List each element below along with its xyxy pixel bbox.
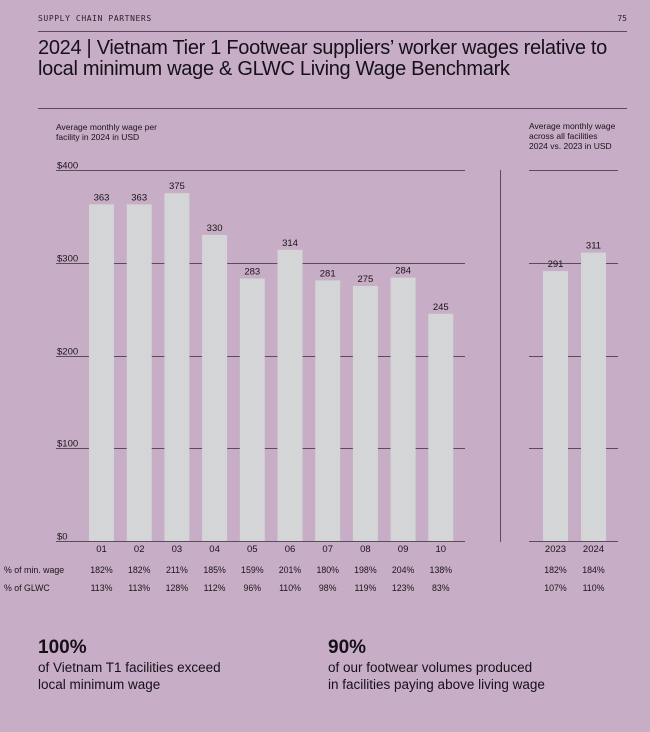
data-label: 291 <box>548 259 564 270</box>
bar <box>277 249 303 541</box>
x-tick-label: 10 <box>436 544 447 555</box>
y-tick-label: $0 <box>57 532 68 543</box>
bar <box>239 278 265 541</box>
data-label: 283 <box>244 267 260 278</box>
bar <box>89 204 114 541</box>
pct-glwc-value: 96% <box>243 583 261 593</box>
data-label: 363 <box>94 192 110 203</box>
title-rule <box>38 108 627 109</box>
section-label: SUPPLY CHAIN PARTNERS <box>38 14 152 23</box>
stat-text: local minimum wage <box>38 677 161 692</box>
data-label: 375 <box>169 181 185 192</box>
right-chart: 291 2023 182% 107% 311 2024 184% 110% <box>529 170 618 593</box>
x-tick-label: 02 <box>134 544 145 555</box>
data-label: 363 <box>131 192 147 203</box>
bar <box>390 277 416 541</box>
left-chart: $0 $100 $200 $300 $400 363 01 182% 113% 363 02 182%… <box>56 161 465 593</box>
bar <box>126 204 152 541</box>
right-chart-caption: Average monthly wage across all faciliti… <box>529 121 615 151</box>
pct-min-wage-value: 138% <box>430 565 453 575</box>
pct-min-wage-value: 159% <box>241 565 264 575</box>
data-label: 311 <box>586 241 601 252</box>
stat-text: of Vietnam T1 facilities exceed <box>38 660 221 675</box>
stat-block-minimum-wage: 100% of Vietnam T1 facilities exceed loc… <box>38 637 221 693</box>
row-label-min-wage: % of min. wage <box>4 565 64 575</box>
pct-glwc-value: 110% <box>583 583 605 593</box>
pct-glwc-value: 119% <box>354 583 376 593</box>
caption-line: Average monthly wage per <box>56 122 157 132</box>
caption-line: Average monthly wage <box>529 121 616 131</box>
x-tick-label: 08 <box>360 544 371 555</box>
left-chart-caption: Average monthly wage per facility in 202… <box>56 122 157 142</box>
bar <box>164 193 190 541</box>
caption-line: facility in 2024 in USD <box>56 132 140 142</box>
x-tick-label: 04 <box>209 544 220 555</box>
wage-charts: $0 $100 $200 $300 $400 363 01 182% 113% 363 02 182%… <box>4 161 618 593</box>
data-label: 281 <box>320 268 336 279</box>
data-label: 314 <box>282 238 298 249</box>
bar <box>315 280 341 541</box>
stat-block-living-wage: 90% of our footwear volumes produced in … <box>328 637 545 693</box>
row-labels: % of min. wage % of GLWC <box>4 565 64 593</box>
pct-min-wage-value: 204% <box>392 565 415 575</box>
bar <box>428 313 454 541</box>
x-tick-label: 01 <box>96 544 107 555</box>
pct-min-wage-value: 211% <box>166 565 188 575</box>
caption-line: 2024 vs. 2023 in USD <box>529 141 612 151</box>
stat-text: in facilities paying above living wage <box>328 677 545 692</box>
x-tick-label: 03 <box>172 544 183 555</box>
pct-glwc-value: 83% <box>432 583 450 593</box>
pct-min-wage-value: 201% <box>279 565 302 575</box>
pct-min-wage-value: 182% <box>128 565 151 575</box>
pct-min-wage-value: 184% <box>582 565 605 575</box>
page-number: 75 <box>617 14 627 23</box>
y-tick-label: $100 <box>57 439 78 450</box>
y-tick-label: $400 <box>57 161 78 172</box>
bar <box>543 271 568 541</box>
pct-glwc-value: 112% <box>204 583 226 593</box>
data-label: 330 <box>207 223 223 234</box>
pct-glwc-value: 128% <box>166 583 189 593</box>
page-title: 2024 | Vietnam Tier 1 Footwear suppliers… <box>38 37 608 80</box>
pct-glwc-value: 113% <box>91 583 113 593</box>
pct-glwc-value: 110% <box>279 583 301 593</box>
stat-value: 90% <box>328 637 367 658</box>
pct-glwc-value: 123% <box>392 583 415 593</box>
x-tick-label: 2023 <box>545 544 566 555</box>
x-tick-label: 06 <box>285 544 296 555</box>
x-tick-label: 2024 <box>583 544 604 555</box>
pct-min-wage-value: 182% <box>544 565 567 575</box>
x-tick-label: 05 <box>247 544 258 555</box>
pct-min-wage-value: 185% <box>203 565 226 575</box>
pct-glwc-value: 107% <box>544 583 567 593</box>
pct-glwc-value: 98% <box>319 583 337 593</box>
y-tick-label: $300 <box>57 254 78 265</box>
pct-glwc-value: 113% <box>128 583 150 593</box>
y-tick-label: $200 <box>57 347 78 358</box>
x-tick-label: 09 <box>398 544 409 555</box>
pct-min-wage-value: 182% <box>90 565 113 575</box>
data-label: 284 <box>395 266 411 277</box>
caption-line: across all facilities <box>529 131 598 141</box>
data-label: 275 <box>357 274 373 285</box>
stat-value: 100% <box>38 637 87 658</box>
row-label-glwc: % of GLWC <box>4 583 50 593</box>
x-tick-label: 07 <box>322 544 333 555</box>
pct-min-wage-value: 180% <box>316 565 339 575</box>
data-label: 245 <box>433 302 449 313</box>
pct-min-wage-value: 198% <box>354 565 377 575</box>
bar <box>202 234 228 542</box>
stat-text: of our footwear volumes produced <box>328 660 533 675</box>
bar <box>352 285 378 541</box>
header-rule <box>38 31 627 32</box>
bar <box>581 252 606 542</box>
